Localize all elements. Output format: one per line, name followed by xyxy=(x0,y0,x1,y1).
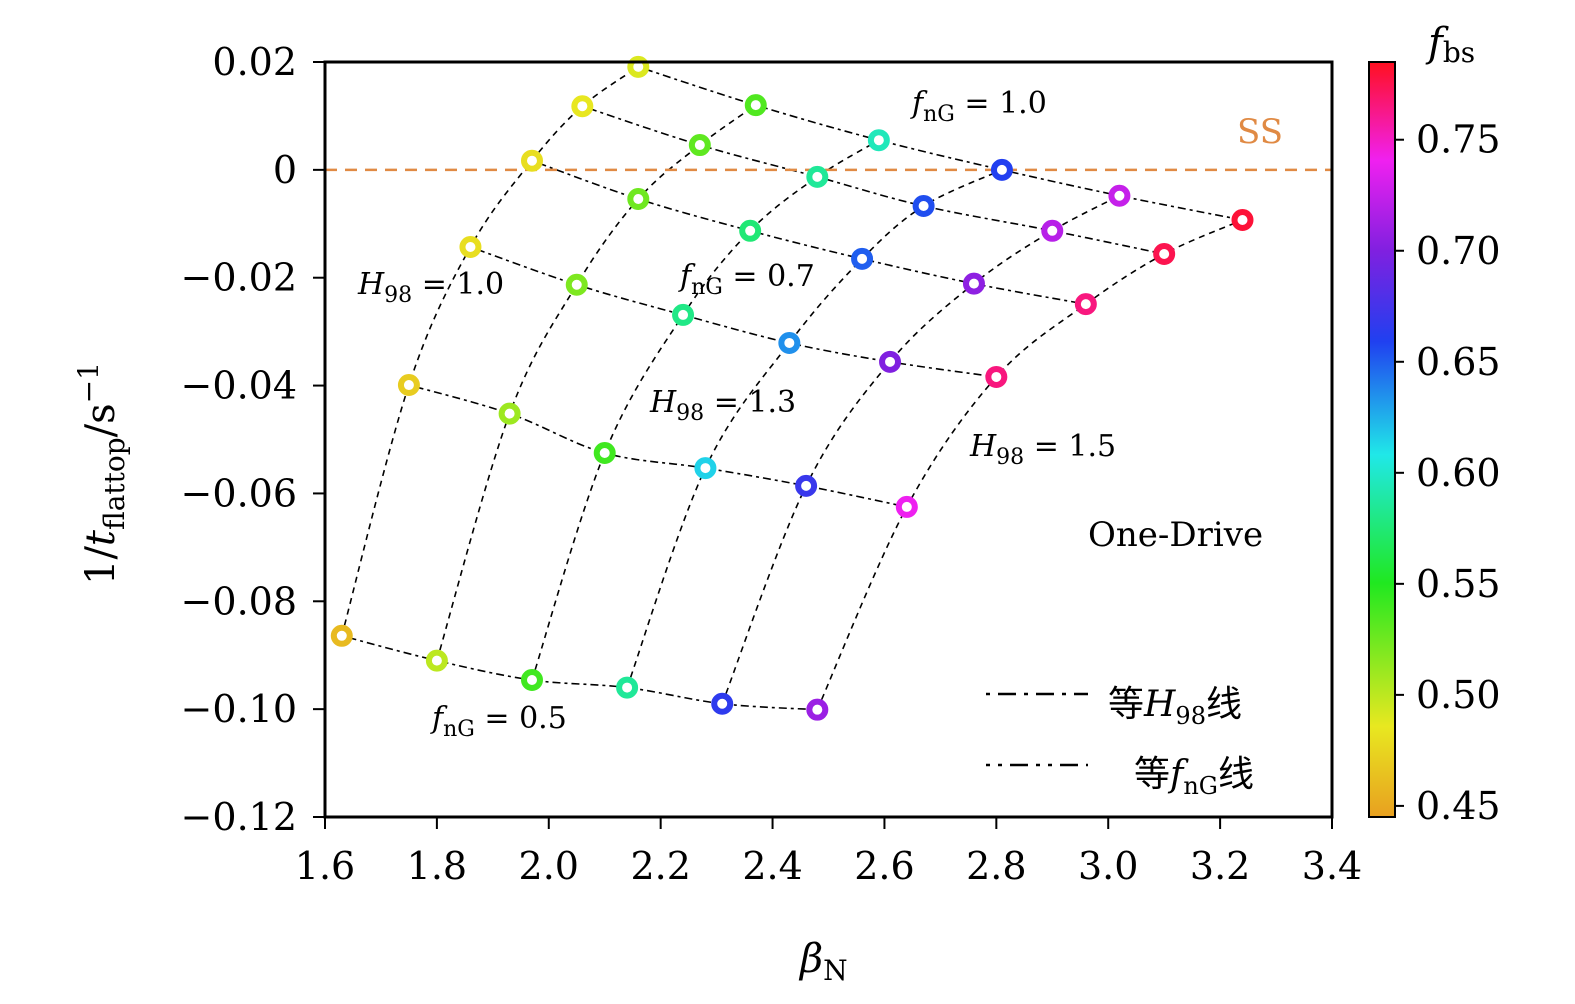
ss-label: SS xyxy=(1237,112,1283,152)
y-tick-label: 0 xyxy=(273,148,297,192)
data-point xyxy=(627,187,650,210)
data-point xyxy=(985,365,1008,388)
x-tick-label: 2.0 xyxy=(519,844,579,888)
colorbar-ticks: 0.45 0.50 0.55 0.60 0.65 0.70 0.75 xyxy=(1395,118,1501,828)
y-ticks: 0.02 0 −0.02 −0.04 −0.06 −0.08 −0.10 −0.12 xyxy=(181,40,325,839)
data-point xyxy=(806,165,829,188)
x-tick-label: 2.6 xyxy=(854,844,914,888)
colorbar-tick-label: 0.65 xyxy=(1416,340,1501,384)
data-point xyxy=(879,350,902,373)
x-axis-label: βN xyxy=(798,936,848,987)
h98-line-0 xyxy=(341,66,639,637)
fng-line-2 xyxy=(470,246,997,378)
h98-line-1 xyxy=(436,104,757,661)
annotation-h98-1.0: H98 = 1.0 xyxy=(357,267,504,308)
data-point xyxy=(711,692,734,715)
data-point xyxy=(1041,219,1064,242)
data-point xyxy=(459,235,482,258)
data-point xyxy=(425,649,448,672)
data-point xyxy=(851,247,874,270)
data-point xyxy=(397,374,420,397)
colorbar-tick-label: 0.60 xyxy=(1416,451,1501,495)
x-tick-label: 3.0 xyxy=(1078,844,1138,888)
fng-line-0 xyxy=(341,635,818,711)
x-tick-label: 3.4 xyxy=(1302,844,1362,888)
data-point xyxy=(867,129,890,152)
data-point xyxy=(498,402,521,425)
data-point xyxy=(520,149,543,172)
data-point xyxy=(795,474,818,497)
data-point xyxy=(616,676,639,699)
data-points xyxy=(330,55,1254,721)
annotation-fng-0.7: fnG = 0.7 xyxy=(678,259,815,300)
y-tick-label: −0.12 xyxy=(181,795,297,839)
x-tick-label: 1.8 xyxy=(407,844,467,888)
plot-frame xyxy=(323,60,1334,819)
y-tick-label: −0.06 xyxy=(181,471,297,515)
legend: 等H98线 等fnG线 xyxy=(986,684,1254,800)
data-point xyxy=(1231,209,1254,232)
fng-line-4 xyxy=(582,105,1165,255)
data-point xyxy=(806,698,829,721)
colorbar-tick-label: 0.75 xyxy=(1416,118,1501,162)
data-point xyxy=(330,624,353,647)
colorbar xyxy=(1368,61,1396,818)
fng-line-5 xyxy=(638,66,1243,221)
annotation-fng-0.5: fnG = 0.5 xyxy=(430,701,567,742)
fng-line-3 xyxy=(531,159,1086,305)
data-point xyxy=(672,303,695,326)
colorbar-tick-label: 0.55 xyxy=(1416,562,1501,606)
data-point xyxy=(744,94,767,117)
y-tick-label: −0.08 xyxy=(181,579,297,623)
data-point xyxy=(1108,184,1131,207)
data-point xyxy=(520,669,543,692)
y-axis-label: 1/tflattop/s−1 xyxy=(72,362,131,585)
colorbar-tick-label: 0.50 xyxy=(1416,673,1501,717)
data-point xyxy=(1153,242,1176,265)
colorbar-label: fbs xyxy=(1425,20,1475,69)
data-point xyxy=(694,457,717,480)
one-drive-label: One-Drive xyxy=(1088,515,1263,555)
x-ticks: 1.6 1.8 2.0 2.2 2.4 2.6 2.8 3.0 3.2 3.4 xyxy=(295,817,1362,888)
annotation-h98-1.3: H98 = 1.3 xyxy=(649,385,796,426)
data-point xyxy=(688,134,711,157)
data-point xyxy=(912,194,935,217)
data-point xyxy=(565,273,588,296)
annotation-h98-1.5: H98 = 1.5 xyxy=(969,429,1116,470)
colorbar-tick-label: 0.45 xyxy=(1416,784,1501,828)
data-point xyxy=(895,495,918,518)
x-tick-label: 2.8 xyxy=(966,844,1026,888)
data-point xyxy=(962,272,985,295)
data-point xyxy=(571,95,594,118)
y-tick-label: 0.02 xyxy=(212,40,297,84)
data-point xyxy=(990,158,1013,181)
y-tick-label: −0.10 xyxy=(181,687,297,731)
y-tick-label: −0.04 xyxy=(181,364,297,408)
data-point xyxy=(593,441,616,464)
colorbar-tick-label: 0.70 xyxy=(1416,229,1501,273)
legend-fng-label: 等fnG线 xyxy=(1134,754,1254,800)
data-point xyxy=(778,331,801,354)
x-tick-label: 2.4 xyxy=(742,844,802,888)
data-point xyxy=(739,219,762,242)
fng-line-1 xyxy=(408,384,907,508)
legend-h98-label: 等H98线 xyxy=(1108,684,1242,730)
y-tick-label: −0.02 xyxy=(181,256,297,300)
annotation-fng-1.0: fnG = 1.0 xyxy=(910,86,1047,127)
data-point xyxy=(1074,293,1097,316)
x-tick-label: 3.2 xyxy=(1190,844,1250,888)
x-tick-label: 2.2 xyxy=(630,844,690,888)
x-tick-label: 1.6 xyxy=(295,844,355,888)
